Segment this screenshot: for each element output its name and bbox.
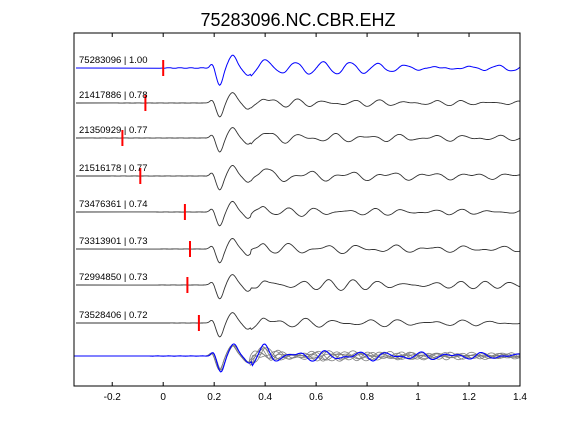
- trace-line: [76, 312, 521, 338]
- trace-line: [75, 200, 521, 227]
- trace-row: 21417886 | 0.78: [75, 90, 521, 118]
- trace-row: 21516178 | 0.77: [76, 163, 521, 191]
- trace-line: [75, 127, 521, 153]
- x-axis: -0.2 0 0.2 0.4 0.6 0.8 1 1.2 1.4: [104, 33, 527, 403]
- overlay-traces: [74, 343, 521, 373]
- trace-label: 75283096 | 1.00: [79, 55, 148, 66]
- x-tick-label: 0.4: [258, 392, 272, 403]
- x-tick-label: 1.4: [513, 392, 527, 403]
- x-tick-label: 0.6: [309, 392, 323, 403]
- trace-line: [76, 165, 521, 191]
- trace-label: 73313901 | 0.73: [79, 236, 148, 247]
- trace-row: 73528406 | 0.72: [76, 310, 521, 338]
- trace-label: 72994850 | 0.73: [79, 272, 148, 283]
- trace-row: 73313901 | 0.73: [75, 236, 521, 264]
- x-tick-label: 0.8: [360, 392, 374, 403]
- x-tick-label: 1.2: [462, 392, 476, 403]
- x-tick-label: -0.2: [104, 392, 122, 403]
- trace-label: 73528406 | 0.72: [79, 310, 148, 321]
- trace-line: [75, 274, 521, 300]
- x-tick-label: 0.2: [207, 392, 221, 403]
- x-tick-label: 1: [415, 392, 421, 403]
- trace-line: [75, 238, 521, 264]
- trace-row: 75283096 | 1.00: [75, 54, 521, 86]
- trace-row: 72994850 | 0.73: [75, 272, 521, 300]
- trace-label: 21516178 | 0.77: [79, 163, 148, 174]
- trace-label: 21350929 | 0.77: [79, 125, 148, 136]
- chart-title: 75283096.NC.CBR.EHZ: [200, 10, 395, 30]
- trace-line: [75, 54, 521, 86]
- trace-line: [75, 92, 521, 118]
- trace-label: 73476361 | 0.74: [79, 199, 148, 210]
- plot-area: 75283096 | 1.00 21417886 | 0.78 21350929 |…: [74, 54, 521, 373]
- trace-label: 21417886 | 0.78: [79, 90, 148, 101]
- overlay-trace-line: [74, 343, 521, 373]
- trace-row: 73476361 | 0.74: [75, 199, 521, 227]
- x-tick-label: 0: [160, 392, 166, 403]
- axes-frame: [73, 32, 521, 387]
- trace-row: 21350929 | 0.77: [75, 125, 521, 153]
